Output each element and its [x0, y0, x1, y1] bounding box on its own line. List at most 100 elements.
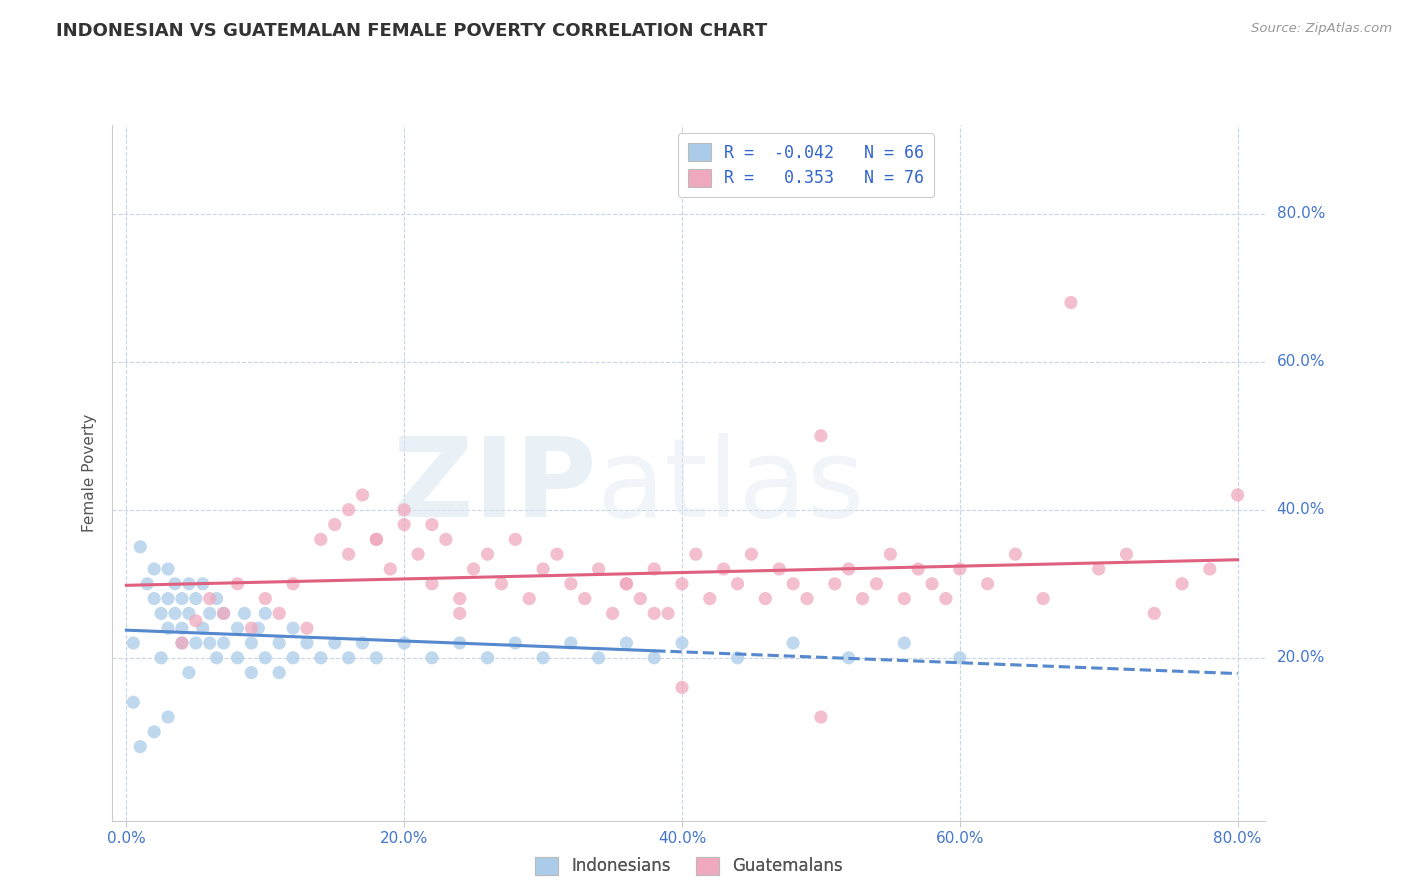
- Point: [434, 533, 457, 547]
- Point: [254, 591, 277, 606]
- Point: [574, 591, 596, 606]
- Point: [157, 562, 180, 576]
- Text: 20.0%: 20.0%: [1277, 650, 1324, 665]
- Point: [1032, 591, 1054, 606]
- Point: [143, 724, 166, 739]
- Point: [191, 576, 214, 591]
- Point: [824, 576, 846, 591]
- Point: [879, 547, 901, 561]
- Point: [212, 607, 235, 621]
- Point: [198, 607, 221, 621]
- Point: [337, 650, 360, 665]
- Point: [150, 607, 173, 621]
- Point: [198, 591, 221, 606]
- Point: [163, 576, 186, 591]
- Point: [170, 621, 193, 635]
- Text: atlas: atlas: [596, 434, 865, 541]
- Point: [449, 607, 471, 621]
- Point: [380, 562, 402, 576]
- Point: [226, 650, 249, 665]
- Point: [754, 591, 776, 606]
- Point: [269, 636, 291, 650]
- Point: [191, 621, 214, 635]
- Point: [170, 636, 193, 650]
- Point: [768, 562, 790, 576]
- Text: 40.0%: 40.0%: [1277, 502, 1324, 517]
- Point: [323, 517, 346, 532]
- Point: [366, 650, 388, 665]
- Point: [949, 562, 972, 576]
- Point: [163, 607, 186, 621]
- Point: [226, 621, 249, 635]
- Point: [177, 607, 200, 621]
- Point: [463, 562, 485, 576]
- Point: [212, 636, 235, 650]
- Text: INDONESIAN VS GUATEMALAN FEMALE POVERTY CORRELATION CHART: INDONESIAN VS GUATEMALAN FEMALE POVERTY …: [56, 22, 768, 40]
- Point: [628, 591, 651, 606]
- Point: [240, 636, 263, 650]
- Point: [281, 621, 304, 635]
- Point: [671, 681, 693, 695]
- Point: [616, 576, 638, 591]
- Point: [184, 591, 207, 606]
- Point: [505, 533, 527, 547]
- Point: [337, 502, 360, 516]
- Point: [157, 591, 180, 606]
- Y-axis label: Female Poverty: Female Poverty: [82, 414, 97, 532]
- Point: [122, 636, 145, 650]
- Point: [406, 547, 429, 561]
- Point: [838, 562, 860, 576]
- Point: [865, 576, 887, 591]
- Point: [782, 636, 804, 650]
- Point: [269, 665, 291, 680]
- Point: [233, 607, 256, 621]
- Point: [949, 650, 972, 665]
- Point: [782, 576, 804, 591]
- Legend: Indonesians, Guatemalans: Indonesians, Guatemalans: [529, 850, 849, 882]
- Point: [337, 547, 360, 561]
- Point: [352, 488, 374, 502]
- Point: [392, 517, 415, 532]
- Point: [309, 533, 332, 547]
- Point: [366, 533, 388, 547]
- Point: [560, 576, 582, 591]
- Point: [226, 576, 249, 591]
- Point: [420, 517, 443, 532]
- Point: [643, 650, 665, 665]
- Point: [449, 636, 471, 650]
- Point: [1198, 562, 1220, 576]
- Point: [205, 650, 228, 665]
- Point: [170, 636, 193, 650]
- Point: [505, 636, 527, 650]
- Point: [295, 636, 318, 650]
- Point: [851, 591, 873, 606]
- Point: [643, 562, 665, 576]
- Point: [212, 607, 235, 621]
- Point: [616, 576, 638, 591]
- Point: [240, 665, 263, 680]
- Point: [136, 576, 159, 591]
- Point: [254, 607, 277, 621]
- Point: [560, 636, 582, 650]
- Point: [247, 621, 270, 635]
- Point: [713, 562, 735, 576]
- Point: [727, 576, 749, 591]
- Point: [685, 547, 707, 561]
- Point: [170, 591, 193, 606]
- Point: [205, 591, 228, 606]
- Point: [491, 576, 513, 591]
- Point: [150, 650, 173, 665]
- Point: [1060, 295, 1083, 310]
- Point: [1115, 547, 1137, 561]
- Point: [143, 562, 166, 576]
- Point: [254, 650, 277, 665]
- Point: [921, 576, 943, 591]
- Point: [1143, 607, 1166, 621]
- Point: [122, 695, 145, 709]
- Point: [295, 621, 318, 635]
- Point: [976, 576, 998, 591]
- Point: [740, 547, 762, 561]
- Point: [616, 636, 638, 650]
- Point: [184, 614, 207, 628]
- Point: [281, 650, 304, 665]
